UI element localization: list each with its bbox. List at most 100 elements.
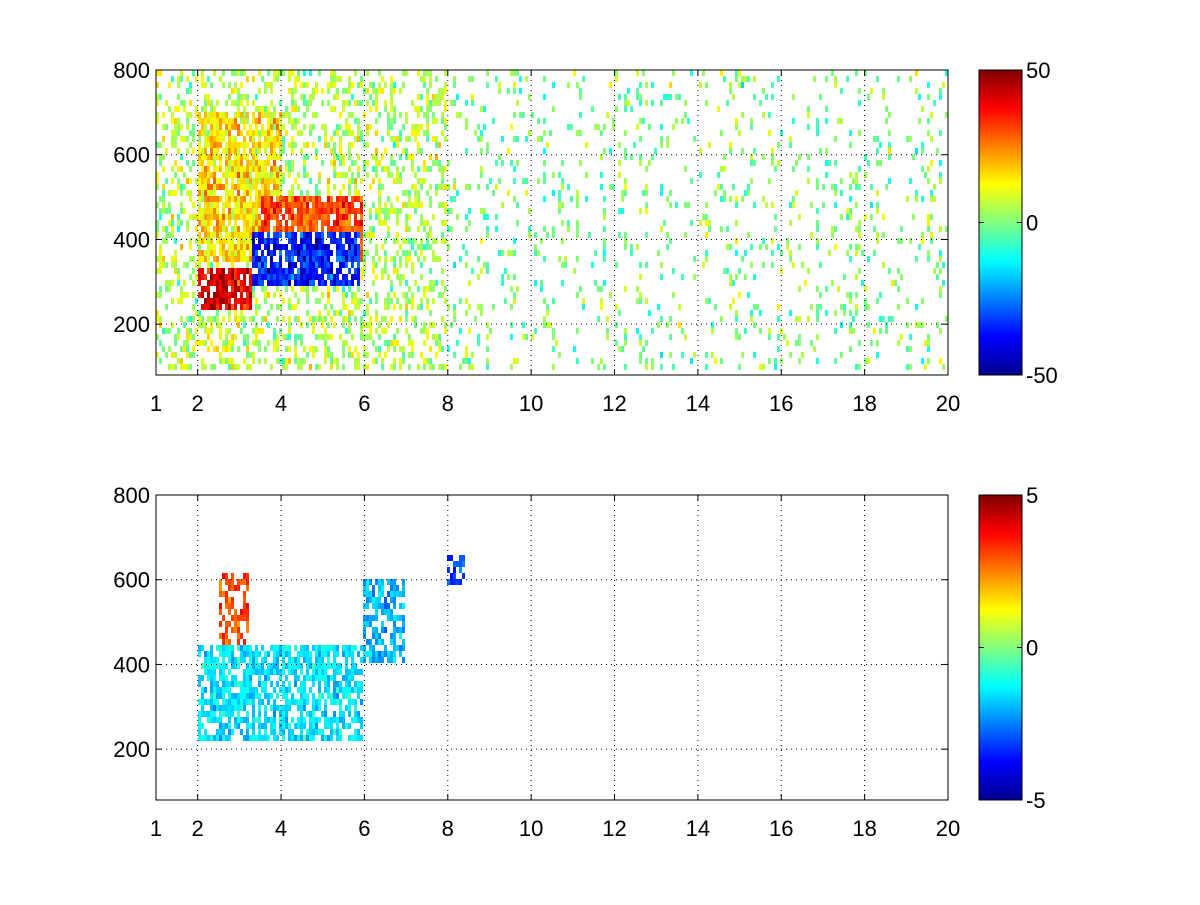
top-heatmap-cell	[318, 208, 321, 214]
top-heatmap-cell	[168, 286, 171, 292]
top-heatmap-cell	[420, 274, 423, 280]
top-heatmap-cell	[360, 316, 363, 322]
bottom-heatmap-cell	[222, 735, 225, 741]
top-heatmap-cell	[285, 244, 288, 250]
top-heatmap-cell	[699, 82, 702, 88]
top-heatmap-cell	[345, 100, 348, 106]
top-heatmap-cell	[339, 250, 342, 256]
bottom-heatmap-cell	[249, 669, 252, 675]
top-heatmap-cell	[279, 274, 282, 280]
top-heatmap-cell	[876, 340, 879, 346]
bottom-heatmap-cell	[222, 681, 225, 687]
top-heatmap-cell	[435, 118, 438, 124]
top-heatmap-cell	[336, 256, 339, 262]
top-heatmap-cell	[465, 184, 468, 190]
top-heatmap-cell	[459, 364, 462, 370]
bottom-heatmap-cell	[252, 693, 255, 699]
top-heatmap-cell	[210, 172, 213, 178]
top-heatmap-cell	[402, 148, 405, 154]
top-heatmap-cell	[309, 124, 312, 130]
top-heatmap-cell	[225, 358, 228, 364]
top-heatmap-cell	[336, 226, 339, 232]
bottom-heatmap-cell	[318, 699, 321, 705]
top-heatmap-cell	[771, 82, 774, 88]
top-heatmap-cell	[498, 178, 501, 184]
top-heatmap-cell	[288, 334, 291, 340]
top-heatmap-cell	[264, 106, 267, 112]
top-heatmap-cell	[246, 142, 249, 148]
top-heatmap-cell	[372, 88, 375, 94]
top-heatmap-cell	[231, 124, 234, 130]
top-heatmap-cell	[276, 136, 279, 142]
top-heatmap-cell	[372, 340, 375, 346]
top-heatmap-cell	[366, 364, 369, 370]
top-heatmap-cell	[219, 286, 222, 292]
bottom-heatmap-cell	[387, 615, 390, 621]
bottom-heatmap-cell	[333, 675, 336, 681]
top-heatmap-cell	[234, 220, 237, 226]
top-heatmap-cell	[306, 256, 309, 262]
top-heatmap-cell	[243, 106, 246, 112]
bottom-heatmap-cell	[351, 645, 354, 651]
top-heatmap-cell	[228, 292, 231, 298]
top-heatmap-cell	[183, 172, 186, 178]
bottom-heatmap-cell	[321, 657, 324, 663]
top-heatmap-cell	[342, 232, 345, 238]
top-heatmap-cell	[648, 124, 651, 130]
top-heatmap-cell	[735, 238, 738, 244]
bottom-heatmap-cell	[228, 735, 231, 741]
top-heatmap-cell	[291, 244, 294, 250]
top-heatmap-cell	[885, 328, 888, 334]
top-heatmap-cell	[582, 298, 585, 304]
top-heatmap-cell	[243, 208, 246, 214]
top-heatmap-cell	[171, 166, 174, 172]
top-heatmap-cell	[378, 70, 381, 76]
top-heatmap-cell	[225, 286, 228, 292]
top-heatmap-cell	[486, 322, 489, 328]
bottom-heatmap-cells	[198, 555, 465, 741]
top-heatmap-cell	[813, 346, 816, 352]
bottom-heatmap-cell	[282, 687, 285, 693]
top-heatmap-cell	[303, 232, 306, 238]
top-heatmap-cell	[465, 214, 468, 220]
top-heatmap-cell	[270, 214, 273, 220]
top-heatmap-cell	[306, 226, 309, 232]
bottom-heatmap-cell	[357, 669, 360, 675]
top-heatmap-cell	[624, 148, 627, 154]
top-heatmap-cell	[855, 184, 858, 190]
top-heatmap-cell	[273, 106, 276, 112]
top-heatmap-cell	[285, 220, 288, 226]
top-heatmap-cell	[690, 220, 693, 226]
top-heatmap-cell	[471, 364, 474, 370]
top-heatmap-cell	[315, 82, 318, 88]
bottom-heatmap-cell	[240, 609, 243, 615]
top-heatmap-cell	[231, 292, 234, 298]
top-heatmap-cell	[516, 160, 519, 166]
top-heatmap-cell	[294, 118, 297, 124]
top-heatmap-cell	[384, 106, 387, 112]
top-heatmap-cell	[222, 226, 225, 232]
top-heatmap-cell	[438, 100, 441, 106]
top-heatmap-cell	[255, 178, 258, 184]
top-heatmap-cell	[918, 322, 921, 328]
bottom-heatmap-cell	[342, 711, 345, 717]
top-heatmap-cell	[204, 298, 207, 304]
top-heatmap-cell	[750, 310, 753, 316]
bottom-heatmap-cell	[249, 681, 252, 687]
top-heatmap-cell	[771, 154, 774, 160]
top-heatmap-cell	[261, 166, 264, 172]
bottom-heatmap-cell	[303, 705, 306, 711]
top-heatmap-cell	[390, 316, 393, 322]
top-heatmap-cell	[234, 286, 237, 292]
top-heatmap-cell	[735, 250, 738, 256]
bottom-heatmap-cell	[372, 591, 375, 597]
top-heatmap-cell	[246, 334, 249, 340]
bottom-heatmap-cell	[279, 651, 282, 657]
top-heatmap-cell	[159, 256, 162, 262]
top-heatmap-cell	[201, 286, 204, 292]
top-heatmap-cell	[450, 226, 453, 232]
top-heatmap-cell	[831, 70, 834, 76]
top-heatmap-cell	[369, 298, 372, 304]
top-heatmap-cell	[624, 334, 627, 340]
top-heatmap-cell	[675, 118, 678, 124]
